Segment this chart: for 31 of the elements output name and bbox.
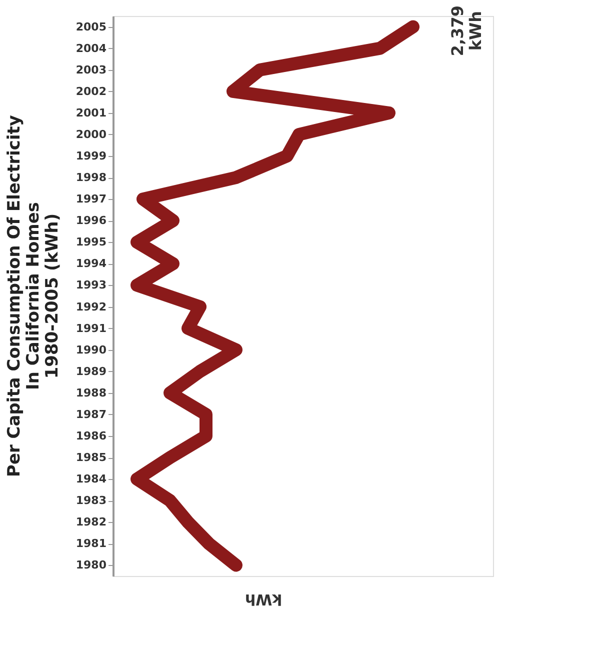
y-tick-label: 1995 xyxy=(76,236,106,249)
y-tick-label: 1992 xyxy=(76,300,106,314)
text: Per Capita Consumption Of Electricity xyxy=(4,114,24,478)
y-tick-label: 2002 xyxy=(76,84,106,98)
y-tick-label: 1988 xyxy=(76,386,106,400)
y-tick-label: 1989 xyxy=(76,364,106,378)
y-tick-label: 1991 xyxy=(76,322,106,335)
y-tick-label: 1996 xyxy=(76,214,107,228)
y-tick-label: 1997 xyxy=(76,192,106,206)
y-tick-label: 1980 xyxy=(76,558,107,572)
y-tick-label: 2003 xyxy=(76,63,106,76)
y-tick-label: 2001 xyxy=(76,106,106,120)
y-tick-label: 1990 xyxy=(76,343,107,356)
text: 2,379 kWh xyxy=(448,5,485,56)
y-tick-label: 1998 xyxy=(76,171,106,184)
text: In California Homes xyxy=(23,202,44,390)
y-tick-label: 1984 xyxy=(76,472,107,486)
y-tick-label: 1983 xyxy=(76,494,106,508)
y-tick-label: 1981 xyxy=(76,537,106,550)
x-axis-title: kWh xyxy=(244,590,282,608)
y-tick-label: 1994 xyxy=(76,257,107,270)
y-tick-label: 1982 xyxy=(76,516,106,529)
y-tick-label: 1985 xyxy=(76,451,106,464)
text: 1980-2005 (kWh) xyxy=(42,213,62,379)
y-tick-label: 1986 xyxy=(76,430,107,442)
y-tick-label: 2005 xyxy=(76,20,106,34)
y-tick-label: 2000 xyxy=(76,128,107,141)
y-tick-label: 2004 xyxy=(76,42,107,55)
y-tick-label: 1993 xyxy=(76,278,106,292)
y-tick-label: 1999 xyxy=(76,150,106,162)
y-tick-label: 1987 xyxy=(76,408,106,421)
